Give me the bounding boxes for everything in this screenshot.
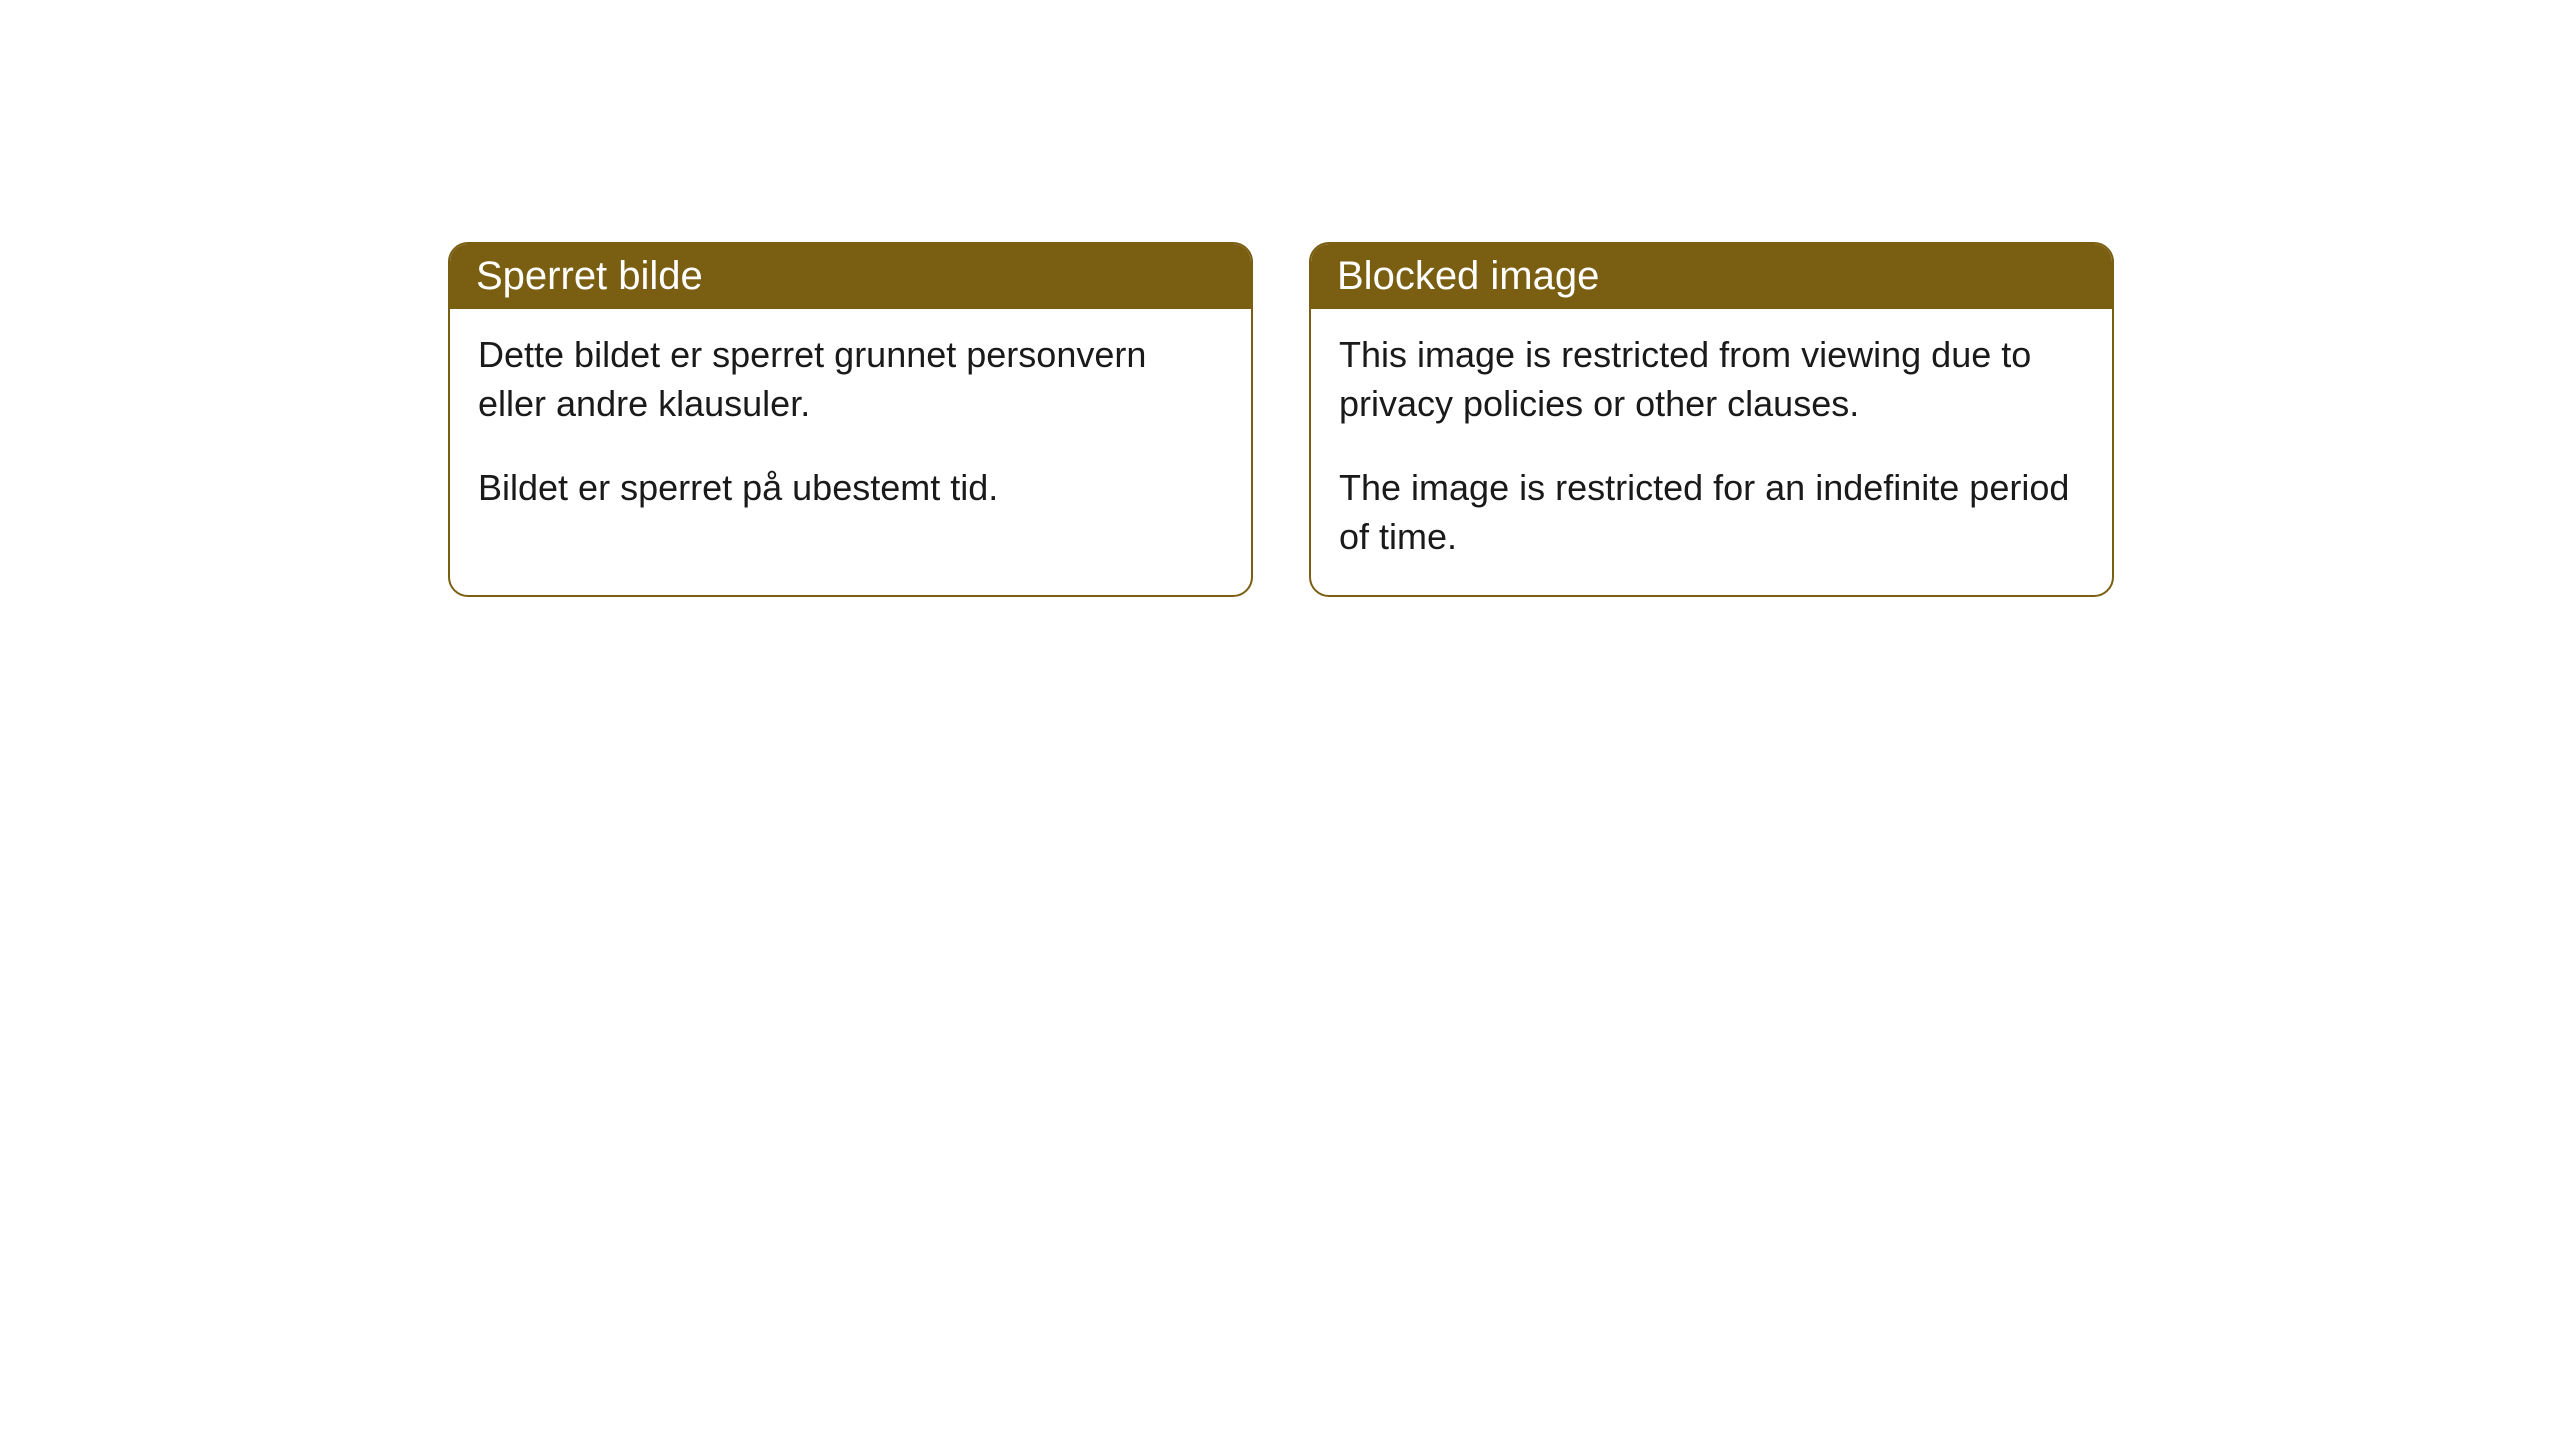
card-body-norwegian: Dette bildet er sperret grunnet personve…: [450, 309, 1251, 547]
card-paragraph: Bildet er sperret på ubestemt tid.: [478, 464, 1223, 513]
cards-container: Sperret bilde Dette bildet er sperret gr…: [448, 242, 2114, 597]
card-header-english: Blocked image: [1311, 244, 2112, 309]
card-header-norwegian: Sperret bilde: [450, 244, 1251, 309]
card-english: Blocked image This image is restricted f…: [1309, 242, 2114, 597]
card-body-english: This image is restricted from viewing du…: [1311, 309, 2112, 595]
card-paragraph: The image is restricted for an indefinit…: [1339, 464, 2084, 561]
card-paragraph: This image is restricted from viewing du…: [1339, 331, 2084, 428]
card-norwegian: Sperret bilde Dette bildet er sperret gr…: [448, 242, 1253, 597]
card-paragraph: Dette bildet er sperret grunnet personve…: [478, 331, 1223, 428]
